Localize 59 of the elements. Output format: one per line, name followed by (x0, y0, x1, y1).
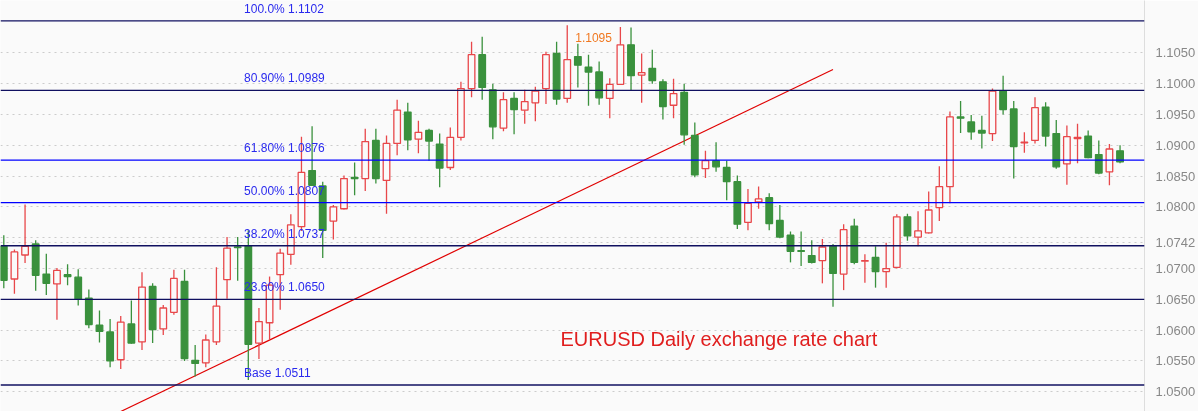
y-tick-label: 1.0742 (1155, 235, 1196, 251)
candlestick (584, 54, 593, 107)
candlestick (722, 160, 731, 201)
candlestick (425, 128, 433, 162)
candlestick (775, 204, 784, 239)
y-tick-label: 1.0950 (1155, 107, 1196, 122)
ref-line-label: 80.90% 1.0989 (244, 71, 326, 86)
candlestick (510, 91, 519, 135)
candlestick (977, 115, 986, 150)
candlestick (797, 230, 806, 267)
candlestick (882, 242, 891, 289)
y-tick-label: 1.0850 (1155, 168, 1196, 184)
candlestick (935, 165, 944, 222)
candlestick (605, 77, 614, 119)
candlestick (1105, 143, 1114, 187)
candlestick (669, 78, 678, 119)
candlestick (21, 203, 29, 264)
candlestick (573, 42, 582, 89)
y-tick-label: 1.0650 (1155, 291, 1196, 307)
candlestick (329, 204, 338, 241)
candlestick (63, 263, 72, 286)
y-tick-label: 1.1050 (1155, 45, 1196, 61)
candlestick (74, 268, 83, 307)
candlestick (956, 100, 965, 134)
candlestick (860, 253, 869, 284)
y-tick-label: 1.1000 (1155, 76, 1196, 92)
candlestick (254, 307, 263, 360)
candlestick (818, 238, 827, 284)
candlestick (637, 52, 646, 104)
y-tick-label: 1.0700 (1155, 261, 1196, 277)
candlestick (531, 86, 540, 122)
y-tick-label: 1.0600 (1155, 322, 1196, 338)
candlestick (754, 185, 763, 210)
annotation: 1.1095 (575, 30, 613, 45)
candlestick (201, 333, 210, 368)
ref-line-label: 100.0% 1.1102 (244, 1, 325, 16)
candlestick (1084, 129, 1093, 159)
y-tick-label: 1.0550 (1155, 353, 1196, 369)
candlestick (744, 188, 752, 231)
candlestick (914, 210, 923, 248)
candlestick (520, 89, 529, 125)
y-tick-label: 1.0500 (1155, 384, 1196, 400)
candlestick (191, 344, 200, 378)
text: EURUSD Daily exchange rate chart (560, 327, 878, 350)
candlestick (159, 304, 168, 336)
candlestick (903, 213, 912, 242)
candlestick (127, 299, 136, 345)
candlestick (967, 114, 976, 141)
y-tick-label: 1.0900 (1155, 137, 1196, 153)
candlestick (233, 236, 242, 282)
candlestick (924, 190, 933, 235)
candlestick (648, 49, 657, 85)
candlestick (807, 239, 816, 265)
candlestick (712, 141, 721, 173)
candlestick (42, 253, 51, 296)
candlestick (414, 120, 423, 154)
candlestick (53, 267, 61, 321)
y-tick-label: 1.0800 (1155, 199, 1196, 215)
candlestick (999, 75, 1008, 116)
